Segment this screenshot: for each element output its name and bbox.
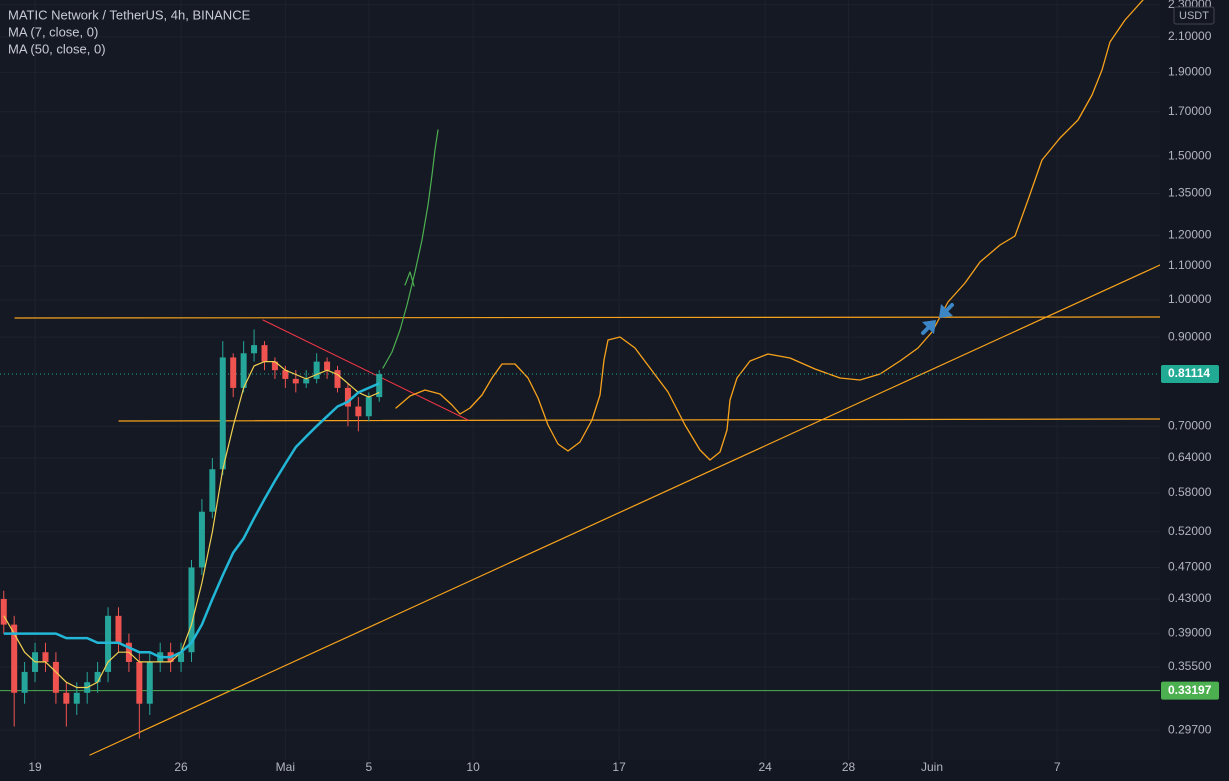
grid xyxy=(0,0,1160,760)
y-tick-label: 0.70000 xyxy=(1168,418,1212,432)
candle-body xyxy=(219,357,226,470)
x-tick-label: 7 xyxy=(1054,760,1061,774)
axes: 2.30000 2.10000 1.90000 1.70000 1.50000 1.350… xyxy=(28,0,1219,774)
candle-body xyxy=(344,387,351,407)
candle-body xyxy=(303,378,310,384)
price-badge-label: 0.81114 xyxy=(1168,366,1210,380)
x-tick-label: 28 xyxy=(842,760,856,774)
x-tick-label: 26 xyxy=(174,760,188,774)
projection-green xyxy=(382,129,439,369)
arrow-tip xyxy=(922,320,936,334)
candle-body xyxy=(11,624,18,693)
trend-line xyxy=(89,264,1161,756)
x-tick-label: 24 xyxy=(758,760,772,774)
x-tick-label: 17 xyxy=(612,760,626,774)
candle-body xyxy=(251,345,258,354)
ma-line xyxy=(3,382,380,659)
y-tick-label: 0.29700 xyxy=(1168,722,1212,736)
y-tick-label: 1.35000 xyxy=(1168,186,1212,200)
price-badge-label: 0.33197 xyxy=(1168,683,1212,697)
y-tick-label: 0.64000 xyxy=(1168,450,1212,464)
y-tick-label: 0.47000 xyxy=(1168,560,1212,574)
candle-body xyxy=(230,357,237,388)
candle-body xyxy=(324,361,331,371)
y-tick-label: 0.43000 xyxy=(1168,591,1212,605)
candle-body xyxy=(313,361,320,379)
candle-body xyxy=(178,652,185,662)
candle-body xyxy=(209,469,216,512)
price-badge xyxy=(1161,365,1219,384)
y-tick-label: 1.50000 xyxy=(1168,148,1212,162)
support-line xyxy=(118,418,1161,422)
candle-body xyxy=(334,370,341,388)
price-axis xyxy=(1160,0,1229,781)
candle-body xyxy=(188,567,195,653)
y-tick-label: 0.58000 xyxy=(1168,485,1212,499)
x-tick-label: Juin xyxy=(921,760,943,774)
drawings xyxy=(14,0,1161,756)
y-tick-label: 0.39000 xyxy=(1168,626,1212,640)
legend-entry: MA (50, close, 0) xyxy=(8,41,106,56)
y-tick-label: 2.30000 xyxy=(1168,0,1212,11)
candle-body xyxy=(355,406,362,417)
y-tick-label: 1.90000 xyxy=(1168,64,1212,78)
unit-badge xyxy=(1173,6,1215,25)
candle-body xyxy=(198,511,205,568)
candle-body xyxy=(240,353,247,388)
projection-orange xyxy=(395,0,1144,461)
candle-body xyxy=(0,598,7,625)
y-tick-label: 0.35500 xyxy=(1168,659,1212,673)
resistance-line xyxy=(14,316,1161,319)
candle-body xyxy=(63,692,70,704)
candle-body xyxy=(21,671,28,693)
candle-body xyxy=(42,652,49,662)
ma-line xyxy=(3,361,380,689)
arrow-tip xyxy=(939,304,953,318)
candle-body xyxy=(292,378,299,384)
descending-line xyxy=(262,319,469,421)
candle-body xyxy=(365,397,372,417)
x-tick-label: 5 xyxy=(365,760,372,774)
y-tick-label: 1.20000 xyxy=(1168,227,1212,241)
candle-body xyxy=(115,615,122,643)
legend: MATIC Network / TetherUS, 4h, BINANCE MA… xyxy=(8,7,251,56)
candle-body xyxy=(146,661,153,704)
x-tick-label: 19 xyxy=(28,760,42,774)
candle-body xyxy=(94,671,101,683)
candle-body xyxy=(376,374,383,398)
candle-body xyxy=(52,661,59,693)
legend-entry: MA (7, close, 0) xyxy=(8,24,98,39)
y-tick-label: 2.10000 xyxy=(1168,29,1212,43)
price-badge xyxy=(1161,681,1219,700)
chart-title: MATIC Network / TetherUS, 4h, BINANCE xyxy=(8,7,251,22)
arrow-head xyxy=(404,271,415,287)
y-tick-label: 0.90000 xyxy=(1168,329,1212,343)
y-tick-label: 1.10000 xyxy=(1168,258,1212,272)
candle-body xyxy=(136,661,143,704)
x-tick-label: 10 xyxy=(466,760,480,774)
y-tick-label: 0.52000 xyxy=(1168,524,1212,538)
plot xyxy=(0,329,1160,739)
x-tick-label: Mai xyxy=(276,760,295,774)
unit-label: USDT xyxy=(1179,10,1209,22)
candle-body xyxy=(261,345,268,362)
time-axis xyxy=(0,760,1229,781)
candle-body xyxy=(73,692,80,704)
candle-body xyxy=(282,370,289,379)
y-tick-label: 1.00000 xyxy=(1168,292,1212,306)
y-tick-label: 1.70000 xyxy=(1168,104,1212,118)
candle-body xyxy=(271,361,278,371)
